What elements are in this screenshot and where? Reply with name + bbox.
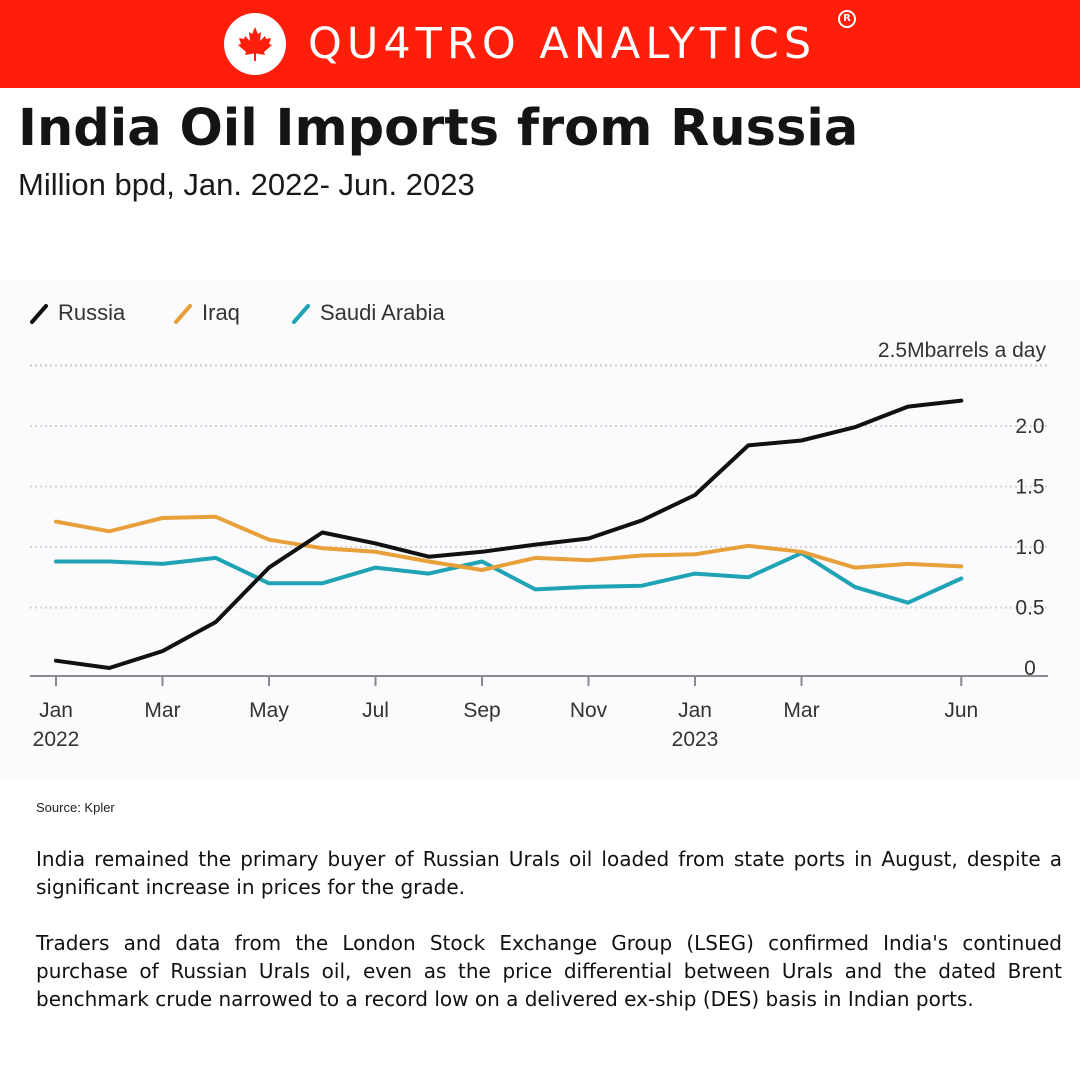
legend-label: Iraq	[202, 300, 240, 325]
y-axis-unit-label: 2.5Mbarrels a day	[878, 339, 1047, 362]
page-subtitle: Million bpd, Jan. 2022- Jun. 2023	[18, 167, 475, 202]
legend-swatch-iraq	[174, 304, 192, 324]
x-tick-label: May	[249, 699, 289, 722]
legend-label: Saudi Arabia	[320, 300, 446, 325]
maple-leaf-logo	[224, 13, 286, 75]
source-note: Source: Kpler	[36, 800, 115, 815]
page-title: India Oil Imports from Russia	[18, 99, 859, 158]
registered-mark-icon: R	[838, 10, 856, 28]
series-line-saudi-arabia	[54, 551, 964, 605]
series-line-russia	[54, 398, 964, 670]
brand-name: QU4TRO ANALYTICS	[308, 19, 817, 69]
brand-header: QU4TRO ANALYTICS R	[0, 0, 1080, 88]
y-tick-label: 2.0	[1015, 415, 1044, 438]
x-tick-label: Jun	[944, 699, 978, 722]
y-tick-label: 1.5	[1015, 476, 1044, 499]
y-tick-label: 0.5	[1015, 597, 1044, 620]
line-chart: 2.0 1.5 1.0 0.5 0 2.5Mbarrels a day Jan 2022 Mar…	[0, 280, 1080, 780]
x-tick-year-label: 2022	[33, 728, 80, 751]
series-line-iraq	[54, 514, 964, 572]
legend-swatch-saudi-arabia	[292, 304, 310, 324]
legend-label: Russia	[58, 300, 126, 325]
legend-swatch-russia	[30, 304, 48, 324]
maple-leaf-icon	[238, 27, 272, 61]
x-tick-label: Jul	[362, 699, 389, 722]
x-tick-label: Mar	[783, 699, 819, 722]
x-tick-label: Sep	[463, 699, 500, 722]
x-tick-label: Nov	[570, 699, 608, 722]
y-tick-label: 1.0	[1015, 536, 1044, 559]
paragraph-1: India remained the primary buyer of Russ…	[36, 847, 1062, 899]
chart-canvas: 2.0 1.5 1.0 0.5 0 2.5Mbarrels a day Jan 2022 Mar…	[30, 300, 1048, 751]
x-tick-label: Mar	[144, 699, 180, 722]
x-tick-label: Jan	[39, 699, 73, 722]
y-tick-label: 0	[1024, 657, 1036, 680]
paragraph-2: Traders and data from the London Stock E…	[36, 931, 1062, 1011]
x-tick-label: Jan	[678, 699, 712, 722]
x-tick-year-label: 2023	[672, 728, 719, 751]
